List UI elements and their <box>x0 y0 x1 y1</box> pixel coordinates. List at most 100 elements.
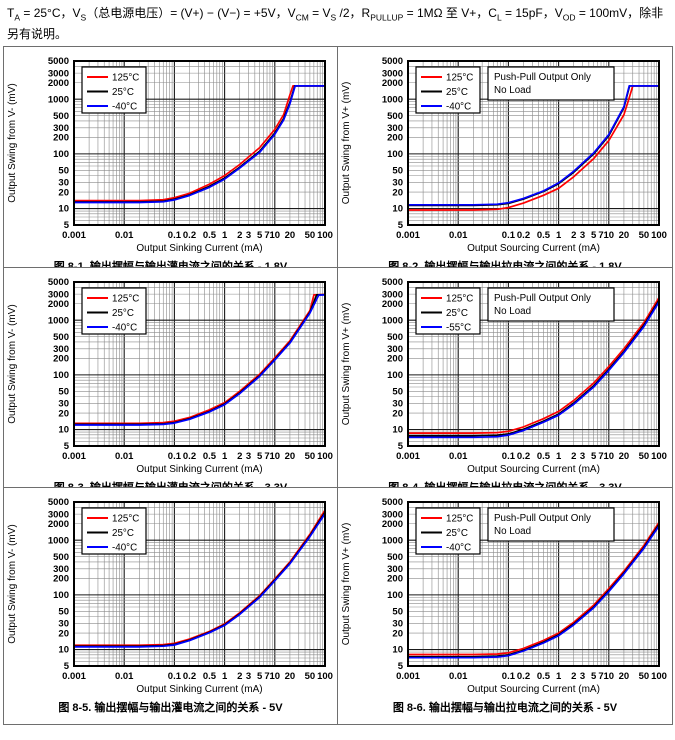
svg-text:20: 20 <box>285 451 296 462</box>
svg-text:20: 20 <box>58 408 69 419</box>
svg-text:200: 200 <box>387 354 403 365</box>
svg-text:2: 2 <box>237 451 242 462</box>
svg-text:500: 500 <box>387 111 403 122</box>
svg-text:100: 100 <box>317 451 333 462</box>
svg-text:0.2: 0.2 <box>517 671 530 682</box>
svg-text:1000: 1000 <box>382 315 403 326</box>
chart-caption: 图 8-1. 输出摆幅与输出灌电流之间的关系 - 1.8V <box>53 261 288 267</box>
chart-figure-8-3: 5 10 20 30 50 100 200 300 500 1000 2000 3000 5000 0.0… <box>4 268 337 487</box>
svg-text:0.1: 0.1 <box>168 671 182 682</box>
svg-text:2000: 2000 <box>382 519 403 530</box>
svg-text:25°C: 25°C <box>112 87 134 98</box>
svg-text:3000: 3000 <box>382 509 403 520</box>
svg-text:5: 5 <box>591 451 597 462</box>
svg-text:No Load: No Load <box>494 526 531 537</box>
svg-text:5: 5 <box>398 661 404 672</box>
svg-text:50: 50 <box>392 607 403 618</box>
svg-text:0.2: 0.2 <box>517 451 530 462</box>
svg-text:2000: 2000 <box>48 299 69 310</box>
svg-text:0.01: 0.01 <box>115 230 134 241</box>
svg-text:Push-Pull Output Only: Push-Pull Output Only <box>494 293 591 304</box>
svg-text:10: 10 <box>604 230 615 241</box>
svg-text:10: 10 <box>270 451 281 462</box>
svg-text:Output Swing from V+ (mV): Output Swing from V+ (mV) <box>341 303 352 426</box>
svg-text:0.5: 0.5 <box>537 671 551 682</box>
svg-text:5: 5 <box>257 451 263 462</box>
svg-text:200: 200 <box>53 133 69 144</box>
svg-text:7: 7 <box>598 671 603 682</box>
svg-text:300: 300 <box>387 123 403 134</box>
svg-text:0.001: 0.001 <box>396 230 420 241</box>
svg-text:2000: 2000 <box>382 299 403 310</box>
chart-figure-8-4: 5 10 20 30 50 100 200 300 500 1000 2000 3000 5000 0.0… <box>338 268 672 487</box>
svg-text:10: 10 <box>392 204 403 215</box>
svg-text:3: 3 <box>246 451 251 462</box>
svg-text:0.1: 0.1 <box>502 451 516 462</box>
svg-text:7: 7 <box>264 451 269 462</box>
svg-text:7: 7 <box>598 451 603 462</box>
svg-text:0.01: 0.01 <box>449 671 468 682</box>
svg-text:500: 500 <box>387 332 403 343</box>
svg-text:50: 50 <box>392 387 403 398</box>
svg-text:2: 2 <box>571 671 576 682</box>
svg-text:5000: 5000 <box>48 277 69 288</box>
svg-text:0.2: 0.2 <box>183 230 196 241</box>
svg-text:100: 100 <box>651 671 667 682</box>
svg-text:-40°C: -40°C <box>112 323 137 334</box>
svg-text:200: 200 <box>387 574 403 585</box>
svg-text:5: 5 <box>64 220 70 231</box>
svg-text:5: 5 <box>591 671 597 682</box>
svg-text:1: 1 <box>222 451 228 462</box>
svg-text:125°C: 125°C <box>446 294 473 305</box>
svg-text:20: 20 <box>392 187 403 198</box>
svg-text:1: 1 <box>556 451 562 462</box>
svg-text:Output Sinking Current (mA): Output Sinking Current (mA) <box>136 243 262 254</box>
svg-text:10: 10 <box>604 671 615 682</box>
svg-text:5000: 5000 <box>382 497 403 508</box>
svg-text:100: 100 <box>387 149 403 160</box>
svg-text:Output Swing from V+ (mV): Output Swing from V+ (mV) <box>341 82 352 205</box>
svg-text:20: 20 <box>619 451 630 462</box>
svg-text:50: 50 <box>639 671 650 682</box>
svg-text:0.001: 0.001 <box>396 451 420 462</box>
svg-text:20: 20 <box>619 230 630 241</box>
svg-text:5000: 5000 <box>382 56 403 67</box>
svg-text:300: 300 <box>387 344 403 355</box>
svg-text:0.2: 0.2 <box>517 230 530 241</box>
svg-text:30: 30 <box>58 178 69 189</box>
svg-text:Output Swing from V- (mV): Output Swing from V- (mV) <box>7 304 18 423</box>
svg-text:10: 10 <box>58 425 69 436</box>
svg-text:25°C: 25°C <box>112 528 134 539</box>
svg-text:50: 50 <box>639 230 650 241</box>
svg-text:5000: 5000 <box>48 497 69 508</box>
svg-text:Output Sourcing Current (mA): Output Sourcing Current (mA) <box>467 684 600 695</box>
svg-text:-40°C: -40°C <box>446 543 471 554</box>
svg-text:1000: 1000 <box>382 535 403 546</box>
svg-text:500: 500 <box>387 552 403 563</box>
svg-text:0.2: 0.2 <box>183 671 196 682</box>
svg-text:2000: 2000 <box>382 78 403 89</box>
chart-figure-8-6: 5 10 20 30 50 100 200 300 500 1000 2000 3000 5000 0.0… <box>338 488 672 724</box>
svg-text:500: 500 <box>53 111 69 122</box>
svg-text:2: 2 <box>237 230 242 241</box>
svg-text:100: 100 <box>651 451 667 462</box>
svg-text:500: 500 <box>53 552 69 563</box>
svg-text:5000: 5000 <box>48 56 69 67</box>
svg-text:200: 200 <box>387 133 403 144</box>
svg-text:5: 5 <box>398 220 404 231</box>
svg-text:0.1: 0.1 <box>502 230 516 241</box>
svg-text:7: 7 <box>598 230 603 241</box>
svg-text:0.5: 0.5 <box>203 451 217 462</box>
svg-text:3: 3 <box>246 230 251 241</box>
chart-caption: 图 8-2. 输出摆幅与输出拉电流之间的关系 - 1.8V <box>388 261 622 267</box>
svg-text:3000: 3000 <box>382 289 403 300</box>
test-conditions-text: TA = 25°C，VS（总电源电压）= (V+) − (V−) = +5V，V… <box>7 6 664 41</box>
svg-text:Output Swing from V+ (mV): Output Swing from V+ (mV) <box>341 523 352 646</box>
svg-text:0.01: 0.01 <box>115 451 134 462</box>
chart-plot-sink-1v8: 51020305010020030050010002000300050000.0… <box>7 56 333 254</box>
svg-text:1000: 1000 <box>382 94 403 105</box>
chart-plot-source-5v: 51020305010020030050010002000300050000.0… <box>341 497 667 695</box>
svg-text:50: 50 <box>305 451 316 462</box>
svg-text:3000: 3000 <box>48 289 69 300</box>
